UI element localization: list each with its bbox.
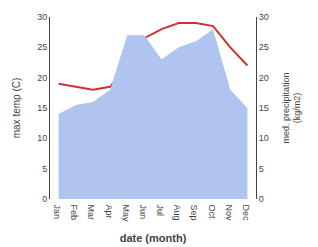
svg-text:20: 20: [259, 73, 269, 83]
svg-text:date (month): date (month): [120, 232, 187, 244]
svg-text:25: 25: [37, 42, 47, 52]
svg-text:Aug: Aug: [172, 205, 182, 221]
svg-text:Dec: Dec: [241, 205, 251, 222]
svg-text:30: 30: [259, 12, 269, 22]
svg-text:15: 15: [37, 103, 47, 113]
svg-text:Apr: Apr: [104, 205, 114, 219]
svg-text:May: May: [121, 205, 131, 223]
svg-text:25: 25: [259, 42, 269, 52]
svg-text:Sep: Sep: [189, 205, 199, 221]
svg-text:20: 20: [37, 73, 47, 83]
svg-text:Jan: Jan: [52, 205, 62, 220]
svg-text:0: 0: [259, 194, 264, 204]
svg-text:10: 10: [37, 133, 47, 143]
svg-text:med. precipitation(kg/m2): med. precipitation(kg/m2): [281, 72, 303, 143]
svg-text:max temp (C): max temp (C): [11, 78, 22, 139]
svg-text:30: 30: [37, 12, 47, 22]
svg-text:Jun: Jun: [138, 205, 148, 220]
svg-text:Jul: Jul: [155, 205, 165, 217]
svg-text:15: 15: [259, 103, 269, 113]
svg-text:5: 5: [259, 164, 264, 174]
svg-text:Feb: Feb: [69, 205, 79, 221]
svg-text:0: 0: [42, 194, 47, 204]
svg-text:Nov: Nov: [224, 205, 234, 222]
svg-text:Oct: Oct: [207, 205, 217, 220]
svg-text:Mar: Mar: [86, 205, 96, 221]
svg-text:10: 10: [259, 133, 269, 143]
svg-text:5: 5: [42, 164, 47, 174]
